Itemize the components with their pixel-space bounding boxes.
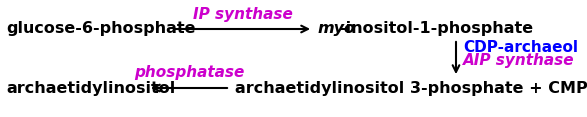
- Text: archaetidylinositol 3-phosphate + CMP: archaetidylinositol 3-phosphate + CMP: [235, 80, 587, 95]
- Text: phosphatase: phosphatase: [134, 66, 244, 80]
- Text: -inositol-1-phosphate: -inositol-1-phosphate: [339, 22, 533, 37]
- Text: IP synthase: IP synthase: [193, 7, 293, 22]
- Text: glucose-6-phosphate: glucose-6-phosphate: [6, 22, 195, 37]
- Text: myo: myo: [318, 22, 356, 37]
- Text: CDP-archaeol: CDP-archaeol: [463, 40, 578, 55]
- Text: AIP synthase: AIP synthase: [463, 53, 575, 68]
- Text: archaetidylinositol: archaetidylinositol: [6, 80, 176, 95]
